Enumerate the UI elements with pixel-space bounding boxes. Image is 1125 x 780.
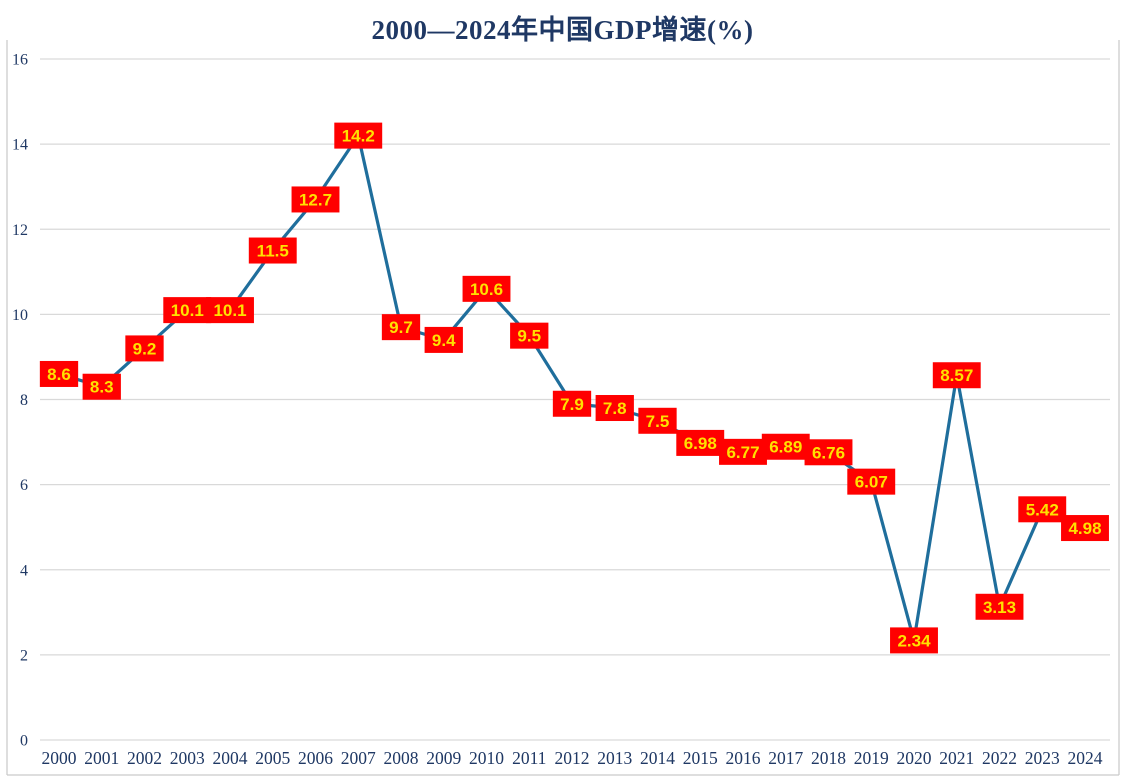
- data-label-value: 6.07: [855, 473, 888, 492]
- data-label-box: [39, 360, 79, 387]
- y-tick-label: 16: [12, 52, 28, 69]
- data-label-value: 8.6: [47, 365, 71, 384]
- data-label-value: 6.89: [769, 438, 802, 457]
- x-tick-label: 2009: [426, 748, 461, 768]
- data-label-value: 9.5: [517, 327, 541, 346]
- data-label-value: 4.98: [1068, 519, 1101, 538]
- data-label-box: [552, 390, 592, 417]
- x-tick-label: 2005: [255, 748, 290, 768]
- data-label-box: [462, 275, 511, 302]
- x-tick-label: 2019: [854, 748, 889, 768]
- data-label-box: [206, 297, 254, 324]
- data-label-value: 6.98: [684, 434, 717, 453]
- x-tick-label: 2002: [127, 748, 162, 768]
- data-label-value: 12.7: [299, 190, 332, 209]
- data-label-value: 10.1: [213, 301, 246, 320]
- data-label-value: 8.3: [90, 378, 114, 397]
- data-label-box: [291, 186, 340, 213]
- data-label-value: 10.1: [171, 301, 204, 320]
- data-label-value: 7.9: [560, 395, 584, 414]
- x-tick-label: 2004: [213, 748, 248, 768]
- x-tick-label: 2003: [170, 748, 205, 768]
- data-label-value: 8.57: [940, 366, 973, 385]
- y-tick-label: 2: [20, 647, 28, 664]
- data-label-box: [932, 362, 981, 389]
- x-tick-label: 2016: [726, 748, 761, 768]
- data-label-box: [1018, 496, 1067, 523]
- data-label-box: [248, 237, 297, 264]
- x-tick-label: 2000: [42, 748, 77, 768]
- x-tick-label: 2017: [768, 748, 803, 768]
- x-tick-label: 2020: [897, 748, 932, 768]
- data-label-value: 2.34: [897, 631, 931, 650]
- data-label-box: [510, 322, 549, 349]
- y-tick-label: 12: [12, 222, 28, 239]
- y-tick-label: 14: [12, 137, 28, 154]
- x-tick-label: 2018: [811, 748, 846, 768]
- data-label-value: 6.76: [812, 443, 845, 462]
- x-tick-label: 2008: [384, 748, 419, 768]
- y-tick-label: 0: [20, 733, 28, 750]
- data-label-value: 9.4: [432, 331, 456, 350]
- x-tick-label: 2012: [555, 748, 590, 768]
- gdp-line-series: [57, 134, 1087, 643]
- data-label-box: [595, 395, 634, 422]
- data-label-box: [1061, 515, 1109, 542]
- x-tick-label: 2007: [341, 748, 376, 768]
- data-label-value: 9.2: [133, 339, 157, 358]
- data-label-value: 9.7: [389, 318, 413, 337]
- x-tick-label: 2021: [939, 748, 974, 768]
- x-tick-label: 2015: [683, 748, 718, 768]
- data-label-box: [804, 439, 853, 466]
- x-tick-label: 2001: [84, 748, 119, 768]
- data-label-value: 10.6: [470, 280, 503, 299]
- data-label-value: 7.5: [646, 412, 670, 431]
- x-tick-label: 2014: [640, 748, 675, 768]
- x-tick-label: 2022: [982, 748, 1017, 768]
- y-tick-label: 10: [12, 307, 28, 324]
- data-label-value: 11.5: [257, 242, 289, 261]
- data-label-box: [719, 438, 767, 465]
- chart-title: 2000—2024年中国GDP增速(%): [371, 15, 754, 45]
- x-tick-label: 2013: [597, 748, 632, 768]
- data-label-value: 6.77: [726, 443, 759, 462]
- data-label-box: [638, 407, 677, 434]
- data-label-box: [761, 433, 810, 460]
- data-label-box: [381, 314, 421, 341]
- data-label-value: 7.8: [603, 399, 627, 418]
- x-tick-label: 2010: [469, 748, 504, 768]
- x-tick-label: 2024: [1068, 748, 1103, 768]
- data-label-box: [334, 122, 383, 149]
- data-label-box: [82, 373, 121, 400]
- data-label-box: [163, 297, 212, 324]
- data-label-box: [424, 326, 463, 353]
- data-label-value: 3.13: [983, 598, 1016, 617]
- data-label-box: [847, 468, 896, 495]
- y-tick-label: 4: [20, 562, 28, 579]
- y-tick-label: 6: [20, 477, 28, 494]
- x-tick-label: 2006: [298, 748, 333, 768]
- x-tick-label: 2023: [1025, 748, 1060, 768]
- y-tick-label: 8: [20, 392, 28, 409]
- data-label-box: [890, 627, 938, 654]
- data-label-box: [125, 335, 164, 362]
- x-tick-label: 2011: [512, 748, 546, 768]
- data-label-box: [676, 429, 725, 456]
- data-label-value: 5.42: [1026, 500, 1059, 519]
- data-label-value: 14.2: [342, 127, 375, 146]
- data-label-box: [975, 593, 1024, 620]
